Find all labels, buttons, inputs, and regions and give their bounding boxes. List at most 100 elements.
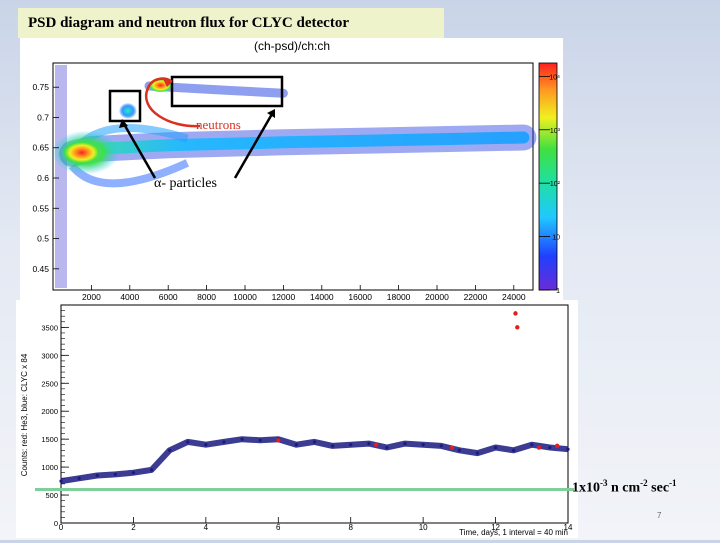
psd-gamma-hot-spot <box>61 140 102 165</box>
flux-clyc-point <box>95 473 99 478</box>
psd-heatmap: 2000 4000 6000 8000 10000 12000 14000 16000 1800… <box>32 39 561 302</box>
psd-x-tick-label: 22000 <box>464 292 488 300</box>
psd-y-tick-label: 0.45 <box>32 264 49 274</box>
flux-unit-cm: n cm <box>607 480 641 496</box>
flux-he3-point <box>276 438 281 443</box>
flux-he3-point <box>513 311 518 316</box>
flux-clyc-point <box>457 448 461 452</box>
psd-neutron-band <box>144 81 288 98</box>
psd-colorbar-tick-label: 10⁴ <box>549 74 560 81</box>
flux-he3-point <box>536 445 542 450</box>
flux-clyc-point <box>149 468 154 472</box>
flux-he3-point <box>515 325 520 330</box>
psd-y-tick-label: 0.55 <box>32 203 49 213</box>
flux-clyc-point <box>113 472 117 476</box>
flux-y-axis-label: Counts: red: He3, blue: CLYC x 84 <box>20 353 29 476</box>
flux-y-tick-label: 500 <box>45 491 58 500</box>
flux-clyc-point <box>421 443 425 447</box>
psd-alpha-spot <box>118 102 137 119</box>
psd-x-tick-label: 6000 <box>159 292 178 300</box>
flux-x-axis-label: Time, days, 1 interval = 40 min <box>459 528 568 537</box>
psd-x-tick-label: 10000 <box>233 292 257 300</box>
flux-clyc-point <box>331 444 335 448</box>
flux-clyc-point <box>240 437 244 441</box>
flux-clyc-point <box>222 440 226 444</box>
psd-x-tick-label: 16000 <box>348 292 372 300</box>
flux-exp-1: -3 <box>600 478 608 488</box>
psd-y-tick-label: 0.75 <box>32 82 49 92</box>
flux-exp-3: -1 <box>669 478 677 488</box>
neutron-arrow <box>144 77 201 128</box>
alpha-arrowhead-left <box>119 119 128 128</box>
flux-clyc-point <box>566 447 570 451</box>
flux-clyc-point <box>131 471 136 475</box>
psd-x-tick-label: 20000 <box>425 292 449 300</box>
psd-x-tick-label: 2000 <box>82 292 101 300</box>
flux-y-tick-label: 2000 <box>41 407 58 416</box>
slide-title: PSD diagram and neutron flux for CLYC de… <box>18 8 444 38</box>
flux-clyc-point <box>548 445 552 450</box>
flux-clyc-point <box>168 448 172 452</box>
alpha-annotation-box <box>108 89 142 123</box>
flux-clyc-point <box>439 444 443 448</box>
flux-x-tick-label: 14 <box>564 523 573 532</box>
flux-x-tick-label: 6 <box>276 523 281 532</box>
flux-plot-frame <box>60 304 569 524</box>
psd-x-tick-label: 4000 <box>120 292 139 300</box>
psd-x-tick-label: 18000 <box>387 292 411 300</box>
psd-y-tick-label: 0.6 <box>37 173 49 183</box>
flux-clyc-point <box>385 445 389 450</box>
flux-clyc-point <box>475 451 480 455</box>
psd-x-tick-label: 12000 <box>272 292 296 300</box>
flux-he3-point <box>373 442 379 447</box>
psd-y-tick-label: 0.5 <box>37 234 49 244</box>
flux-he3-point <box>554 443 560 449</box>
psd-colorbar-tick-label: 1 <box>556 288 560 295</box>
flux-y-tick-label: 2500 <box>41 379 58 388</box>
flux-clyc-point <box>367 442 371 446</box>
psd-y-tick-label: 0.7 <box>37 112 49 122</box>
neutron-flux-panel: 0 2 4 6 8 10 12 14 0 500 1000 1500 2000 2500 3000 3500 … <box>16 300 578 538</box>
psd-chart-title: (ch-psd)/ch:ch <box>254 39 330 53</box>
psd-colorbar-tick-label: 10³ <box>550 128 561 135</box>
alpha-label-text: - particles <box>161 176 217 191</box>
psd-low-energy-streak <box>55 65 67 288</box>
flux-y-tick-label: 3000 <box>41 351 58 360</box>
psd-plot-frame <box>52 62 534 291</box>
flux-clyc-point <box>312 440 317 444</box>
alpha-particles-label: α- particles <box>154 176 217 192</box>
flux-he3-point <box>449 445 455 450</box>
flux-x-tick-label: 12 <box>491 523 500 532</box>
flux-clyc-point <box>530 443 534 447</box>
flux-y-tick-label: 0 <box>54 519 58 528</box>
alpha-arrowhead-right <box>267 109 275 118</box>
page-number: 7 <box>657 511 662 520</box>
flux-clyc-point <box>186 440 190 444</box>
psd-colorbar-tick-label: 10² <box>550 181 561 188</box>
psd-colorbar-tick-label: 10 <box>552 235 560 242</box>
flux-clyc-point <box>349 443 353 447</box>
alpha-arrow-right <box>233 113 274 179</box>
flux-y-tick-label: 1500 <box>41 435 58 444</box>
flux-clyc-point <box>204 443 208 447</box>
flux-x-tick-label: 0 <box>59 523 64 532</box>
neutron-flux-chart: 0 2 4 6 8 10 12 140500100015002000250030003500 … <box>20 304 574 537</box>
neutron-arrowhead <box>163 79 172 87</box>
neutron-annotation-box <box>170 75 284 108</box>
alpha-symbol: α <box>154 176 162 191</box>
psd-x-tick-label: 8000 <box>197 292 216 300</box>
flux-clyc-point <box>77 476 81 480</box>
flux-clyc-point <box>294 443 298 447</box>
alpha-arrow-left <box>122 123 157 179</box>
flux-exp-2: -2 <box>640 478 648 488</box>
psd-x-tick-label: 24000 <box>502 292 526 300</box>
flux-y-tick-label: 3500 <box>41 323 58 332</box>
flux-clyc-point <box>258 438 262 442</box>
flux-y-tick-label: 1000 <box>41 463 58 472</box>
psd-y-tick-label: 0.65 <box>32 143 49 153</box>
psd-x-tick-label: 14000 <box>310 292 334 300</box>
flux-base: 1x10 <box>572 480 600 496</box>
flux-x-tick-label: 10 <box>419 523 428 532</box>
flux-value-label: 1x10-3 n cm-2 sec-1 <box>572 478 677 497</box>
